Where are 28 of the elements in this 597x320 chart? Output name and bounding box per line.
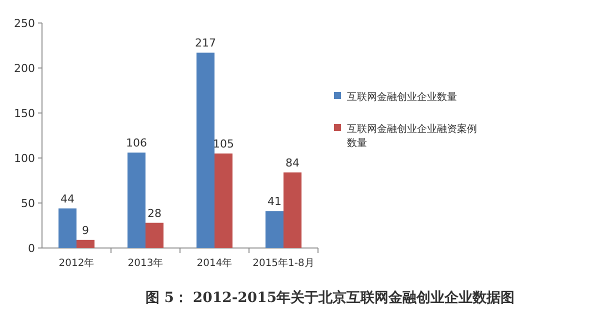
text: 图 5： 2012-2015年关于北京互联网金融创业企业数据图 xyxy=(145,289,515,306)
bar xyxy=(284,172,302,248)
data-label: 41 xyxy=(268,195,282,208)
data-label: 106 xyxy=(126,136,147,150)
data-label: 9 xyxy=(82,224,89,237)
x-tick-label: 2013年 xyxy=(128,257,164,269)
bar xyxy=(266,211,284,248)
bar xyxy=(128,152,146,248)
bar xyxy=(214,154,232,248)
x-tick-label: 2012年 xyxy=(58,257,94,269)
data-label: 84 xyxy=(286,156,300,170)
y-tick-label: 100 xyxy=(14,152,35,165)
bar xyxy=(146,222,164,248)
y-tick-label: 250 xyxy=(14,17,35,30)
x-tick-label: 2015年1-8月 xyxy=(252,257,314,269)
y-tick-label: 50 xyxy=(21,197,35,210)
data-label: 44 xyxy=(60,192,74,206)
bar xyxy=(58,208,76,248)
bar xyxy=(76,240,94,248)
y-tick-label: 200 xyxy=(14,62,35,75)
x-tick-label: 2014年 xyxy=(196,257,232,269)
data-label: 217 xyxy=(195,36,216,50)
data-label: 28 xyxy=(148,206,162,220)
y-tick-label: 0 xyxy=(28,242,35,255)
y-tick-label: 150 xyxy=(14,107,35,120)
legend-label: 互联网金融创业企业数量 xyxy=(347,91,457,103)
legend-label: 互联网金融创业企业融资案例数量 xyxy=(347,123,477,149)
bar xyxy=(196,52,214,248)
